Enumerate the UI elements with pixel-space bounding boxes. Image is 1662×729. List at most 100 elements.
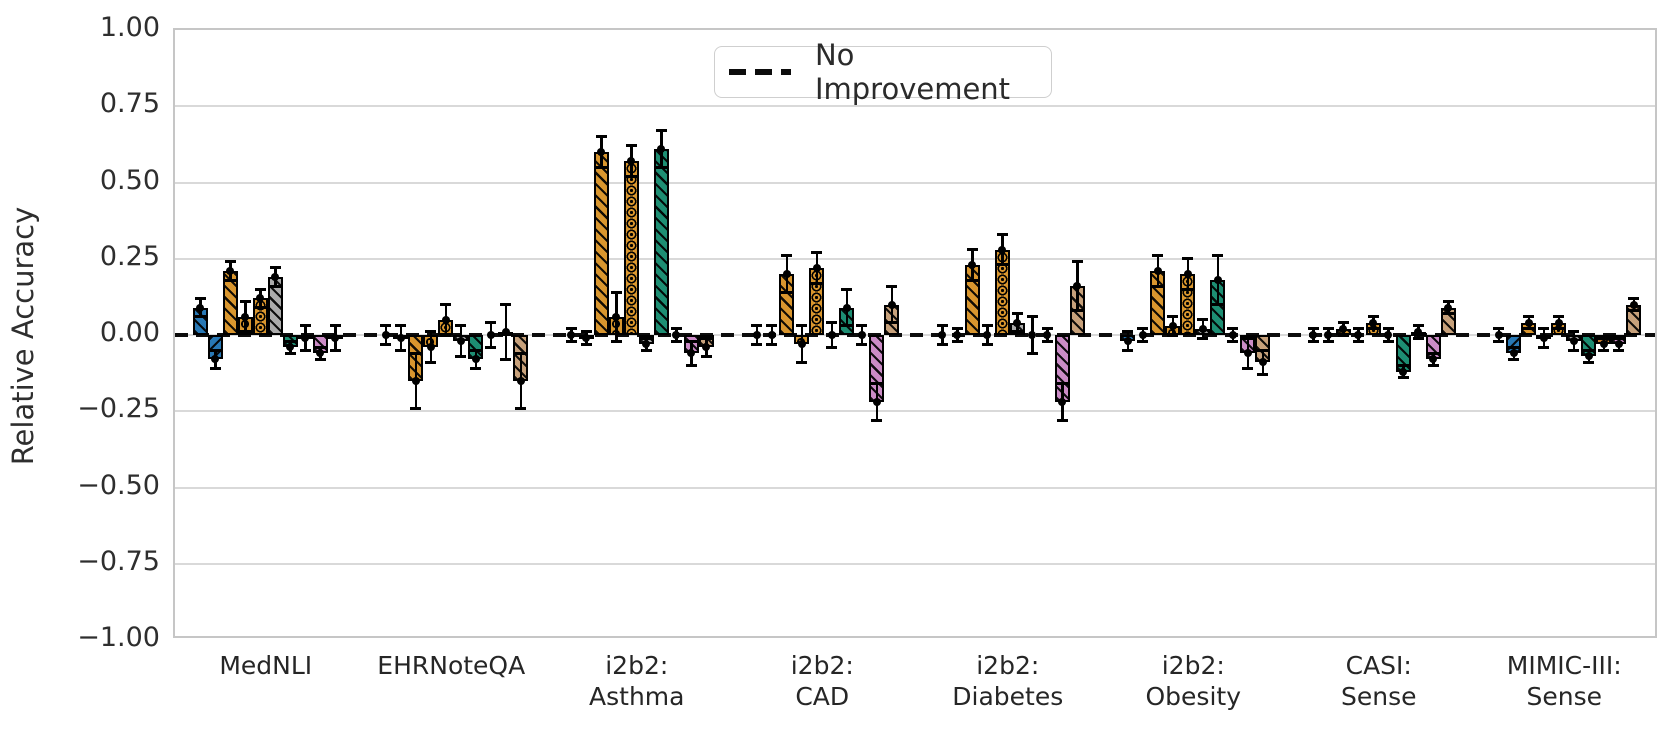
- value-marker: [1569, 337, 1578, 346]
- value-marker: [1429, 355, 1438, 364]
- bar-series-5-orange-dotted-circles-i2b2-asthma: [623, 161, 639, 335]
- x-tick-label: MedNLI: [156, 650, 376, 681]
- error-bar-cap: [595, 135, 607, 139]
- error-bar-cap: [329, 348, 341, 352]
- error-bar-cap: [410, 406, 422, 410]
- error-bar-cap: [1493, 327, 1505, 331]
- y-tick-label: 0.50: [99, 164, 160, 196]
- value-marker: [812, 263, 821, 272]
- error-bar-cap: [871, 382, 883, 386]
- x-tick-label-line: MIMIC-III:: [1506, 651, 1622, 680]
- error-bar-cap: [1553, 315, 1565, 319]
- error-bar-cap: [886, 284, 898, 288]
- x-tick-label: i2b2: Asthma: [527, 650, 747, 712]
- x-tick-label-line: Asthma: [589, 682, 685, 711]
- error-bar-cap: [1442, 312, 1454, 316]
- error-bar-cap: [796, 360, 808, 364]
- error-bar-cap: [1412, 324, 1424, 328]
- value-marker: [1414, 327, 1423, 336]
- error-bar-cap: [700, 336, 712, 340]
- x-tick-label-line: MedNLI: [219, 651, 313, 680]
- value-marker: [672, 331, 681, 339]
- error-bar-cap: [981, 324, 993, 328]
- value-marker: [1013, 318, 1022, 327]
- error-bar-cap: [1026, 351, 1038, 355]
- error-bar-cap: [455, 324, 467, 328]
- value-marker: [1213, 276, 1222, 285]
- error-bar-cap: [395, 348, 407, 352]
- error-bar-cap: [565, 339, 577, 343]
- bar-series-2-blue-slash-mednli: [207, 335, 223, 360]
- value-marker: [968, 260, 977, 269]
- error-bar-cap: [811, 281, 823, 285]
- bar-series-3-orange-backslash-i2b2-asthma: [593, 152, 609, 335]
- value-marker: [1524, 318, 1533, 327]
- error-bar-cap: [329, 324, 341, 328]
- error-bar-cap: [1613, 336, 1625, 340]
- error-bar-cap: [685, 364, 697, 367]
- error-bar-cap: [1598, 348, 1610, 352]
- value-marker: [471, 355, 480, 364]
- value-marker: [827, 331, 836, 339]
- error-bar-cap: [410, 351, 422, 355]
- value-marker: [301, 334, 310, 343]
- error-bar-cap: [1307, 339, 1319, 343]
- error-bar-cap: [610, 339, 622, 343]
- error-bar-cap: [1257, 373, 1269, 377]
- error-bar-cap: [515, 406, 527, 410]
- error-bar-cap: [1182, 287, 1194, 291]
- error-bar-cap: [1071, 260, 1083, 264]
- value-marker: [1198, 324, 1207, 333]
- error-bar-cap: [1182, 257, 1194, 261]
- value-marker: [1584, 352, 1593, 361]
- error-bar-cap: [751, 324, 763, 328]
- value-marker: [567, 331, 576, 339]
- error-bar-cap: [299, 348, 311, 352]
- error-bar-cap: [500, 303, 512, 306]
- error-bar-cap: [269, 266, 281, 270]
- error-bar-cap: [1041, 327, 1053, 331]
- value-marker: [1554, 318, 1563, 327]
- value-marker: [1354, 331, 1363, 339]
- error-bar-cap: [425, 360, 437, 364]
- error-bar-cap: [485, 321, 497, 325]
- value-marker: [211, 355, 220, 364]
- error-bar-cap: [1553, 327, 1565, 331]
- error-bar-cap: [1011, 312, 1023, 316]
- value-marker: [1228, 331, 1237, 339]
- value-marker: [1339, 324, 1348, 333]
- value-marker: [998, 245, 1007, 254]
- value-marker: [1494, 331, 1503, 339]
- error-bar-cap: [1367, 327, 1379, 331]
- no-improvement-baseline: [175, 333, 1655, 337]
- error-bar-cap: [996, 232, 1008, 236]
- error-bar-cap: [1056, 382, 1068, 386]
- error-bar-cap: [1382, 339, 1394, 343]
- error-bar-cap: [1427, 364, 1439, 367]
- x-tick-label-line: Sense: [1340, 682, 1417, 711]
- error-bar-cap: [1337, 333, 1349, 337]
- error-bar-cap: [1538, 345, 1550, 349]
- error-bar-cap: [485, 345, 497, 349]
- value-marker: [702, 343, 711, 352]
- error-bar-cap: [781, 290, 793, 294]
- error-bar-cap: [1427, 351, 1439, 355]
- y-tick-label: −0.25: [77, 393, 160, 425]
- value-marker: [797, 340, 806, 349]
- value-marker: [627, 157, 636, 166]
- error-bar-cap: [1628, 296, 1640, 300]
- gridline: [175, 105, 1655, 108]
- gridline: [175, 257, 1655, 260]
- y-tick-label: −0.50: [77, 469, 160, 501]
- bar-series-9-orchid-backslash-i2b2-diabetes: [1054, 335, 1070, 403]
- x-tick-label-line: Sense: [1526, 682, 1602, 711]
- value-marker: [1073, 282, 1082, 291]
- error-bar-cap: [380, 324, 392, 328]
- error-bar-cap: [314, 357, 326, 361]
- value-marker: [687, 349, 696, 358]
- value-marker: [612, 312, 621, 321]
- x-tick-label: i2b2: Obesity: [1083, 650, 1303, 712]
- value-marker: [331, 334, 340, 343]
- error-bar-cap: [871, 418, 883, 422]
- value-marker: [983, 331, 992, 339]
